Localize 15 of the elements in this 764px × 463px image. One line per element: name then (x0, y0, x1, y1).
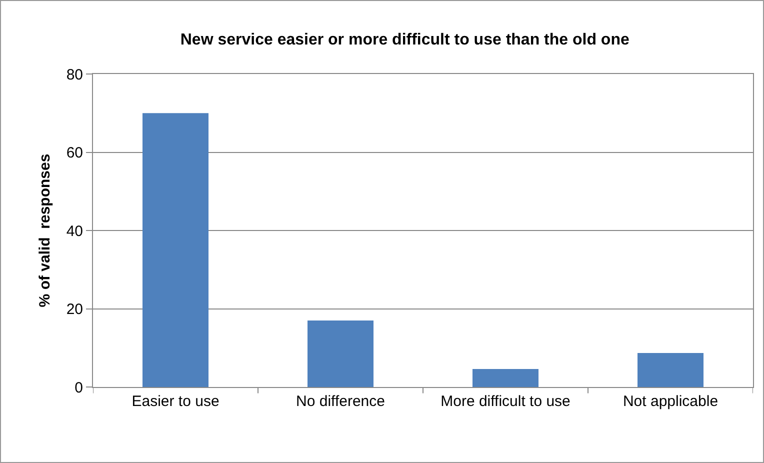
y-axis-title: % of valid responses (36, 154, 54, 308)
chart-title: New service easier or more difficult to use than the old one (180, 31, 630, 48)
bar (638, 352, 704, 387)
y-tick-label: 60 (66, 144, 83, 162)
y-tick-label: 20 (66, 301, 83, 318)
x-tick-label: More difficult to use (440, 393, 570, 410)
x-tick-label: No difference (296, 393, 385, 410)
y-tick-label: 0 (74, 379, 83, 396)
x-tick-label: Not applicable (622, 393, 718, 410)
bar (472, 369, 538, 387)
bar (142, 113, 208, 387)
bar (308, 320, 374, 387)
x-tick-label: Easier to use (132, 393, 220, 410)
y-tick-label: 40 (66, 222, 83, 240)
y-tick-label: 80 (66, 66, 83, 84)
